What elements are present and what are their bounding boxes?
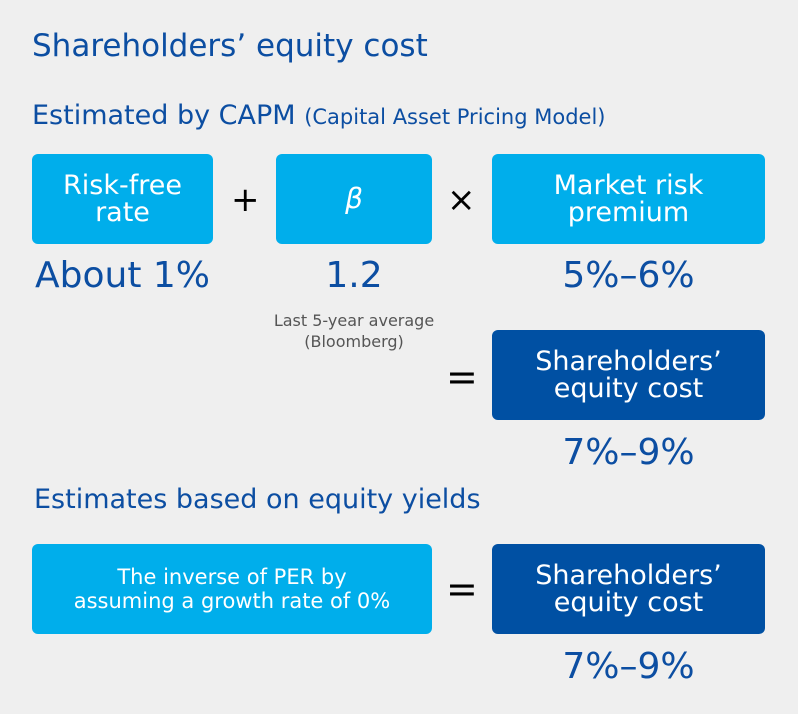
inverse-per-box: The inverse of PER by assuming a growth …: [32, 544, 432, 634]
page-title: Shareholders’ equity cost: [32, 28, 428, 64]
equals-operator: =: [446, 355, 478, 399]
market-risk-premium-value: 5%–6%: [562, 255, 695, 296]
market-risk-premium-box: Market risk premium: [492, 154, 765, 244]
times-operator: ×: [447, 180, 476, 220]
capm-heading-paren: (Capital Asset Pricing Model): [304, 105, 606, 129]
risk-free-rate-box: Risk-free rate: [32, 154, 213, 244]
plus-operator: +: [231, 180, 260, 220]
yields-result-value: 7%–9%: [562, 646, 695, 687]
yields-result-label: Shareholders’ equity cost: [535, 560, 722, 618]
market-risk-premium-label: Market risk premium: [553, 170, 704, 228]
beta-box: β: [276, 154, 432, 244]
capm-result-box: Shareholders’ equity cost: [492, 330, 765, 420]
capm-result-label: Shareholders’ equity cost: [535, 346, 722, 404]
yields-heading: Estimates based on equity yields: [34, 484, 481, 515]
capm-result-value: 7%–9%: [562, 432, 695, 473]
risk-free-rate-label: Risk-free rate: [63, 170, 182, 228]
risk-free-rate-value: About 1%: [35, 255, 210, 296]
beta-label: β: [345, 182, 363, 215]
capm-heading-main: Estimated by CAPM: [32, 100, 296, 131]
inverse-per-label: The inverse of PER by assuming a growth …: [73, 564, 391, 613]
beta-source-note: Last 5-year average (Bloomberg): [273, 311, 435, 351]
yields-result-box: Shareholders’ equity cost: [492, 544, 765, 634]
capm-heading: Estimated by CAPM (Capital Asset Pricing…: [32, 100, 605, 131]
beta-value: 1.2: [325, 255, 383, 296]
yields-equals-operator: =: [446, 567, 478, 611]
